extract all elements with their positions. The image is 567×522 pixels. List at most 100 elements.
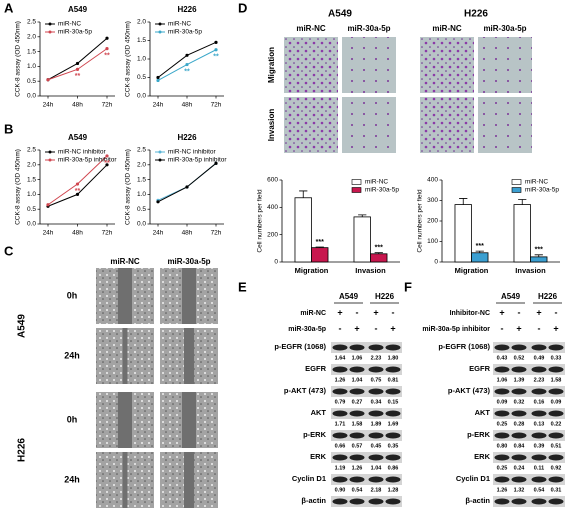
blot-band — [511, 344, 527, 351]
y-tick-label: 0 — [434, 259, 438, 266]
blot-band — [368, 388, 384, 395]
x-tick-label: Invasion — [355, 266, 386, 275]
significance: *** — [476, 243, 484, 250]
blot-label: p-AKT (473) — [448, 386, 491, 395]
blot-band — [385, 432, 401, 439]
significance: ** — [213, 54, 219, 61]
x-tick-label: Invasion — [515, 266, 546, 275]
x-tick-label: 48h — [72, 230, 83, 237]
blot-value: 1.89 — [371, 421, 382, 427]
legend-label: miR-30a-5p — [168, 29, 202, 36]
blot-value: 0.09 — [551, 399, 562, 405]
significance: *** — [535, 247, 543, 254]
y-tick-label: 0.5 — [27, 206, 36, 213]
significance: ** — [75, 73, 81, 80]
y-tick-label: 300 — [427, 197, 438, 204]
point — [214, 48, 218, 52]
micrograph — [478, 97, 532, 153]
blot-value: 2.18 — [371, 487, 382, 493]
panel-label: B — [4, 121, 13, 136]
blot-band — [548, 476, 564, 483]
y-tick-label: 0.0 — [137, 221, 146, 228]
blot-band — [511, 366, 527, 373]
blot-band — [548, 388, 564, 395]
blot-value: 0.28 — [514, 421, 525, 427]
chart-title: H226 — [177, 133, 197, 142]
blot-strip — [331, 408, 402, 419]
treatment-sign: - — [555, 307, 558, 317]
legend-label: miR-NC inhibitor — [168, 149, 217, 156]
error-bar — [358, 214, 367, 217]
blot-band — [368, 432, 384, 439]
point — [156, 75, 160, 80]
y-tick-label: 0.5 — [27, 78, 36, 85]
treatment-sign: - — [375, 323, 378, 333]
point — [185, 185, 189, 189]
blot-value: 0.33 — [551, 355, 562, 361]
panel-label: C — [4, 243, 14, 258]
bar — [530, 256, 548, 263]
blot-strip — [331, 430, 402, 441]
treatment-sign: + — [354, 323, 359, 333]
treatment-sign: + — [373, 307, 378, 317]
error-bar — [475, 250, 484, 253]
blot-band — [494, 388, 510, 395]
error-bar — [534, 254, 543, 257]
wound-gap — [184, 328, 194, 384]
blot-value: 0.22 — [551, 421, 562, 427]
blot-value: 0.81 — [388, 377, 399, 383]
blot-value: 1.19 — [335, 465, 346, 471]
legend-label: miR-NC — [365, 179, 388, 186]
treatment-label: miR-NC — [300, 310, 326, 317]
blot-value: 0.15 — [388, 399, 399, 405]
blot-band — [349, 476, 365, 483]
blot-band — [349, 432, 365, 439]
bar — [370, 253, 388, 263]
blot-value: 0.09 — [497, 399, 508, 405]
legend-marker — [48, 30, 52, 34]
blot-band — [511, 498, 527, 505]
blot-label: p-EGFR (1068) — [274, 342, 326, 351]
legend-label: miR-30a-5p — [525, 187, 559, 194]
legend-marker — [48, 22, 52, 26]
blot-strip — [331, 474, 402, 485]
blot-value: 0.84 — [514, 443, 526, 449]
point — [214, 40, 218, 44]
blot-value: 0.25 — [497, 465, 508, 471]
legend-marker — [158, 158, 162, 162]
significance: ** — [184, 68, 190, 75]
legend-swatch — [351, 179, 362, 185]
blot-band — [385, 410, 401, 417]
y-tick-label: 1.5 — [27, 48, 36, 55]
blot-value: 1.58 — [352, 421, 363, 427]
point — [156, 78, 160, 83]
point — [185, 62, 189, 67]
blot-band — [332, 366, 348, 373]
error-bar — [374, 252, 383, 254]
treatment-sign: + — [337, 307, 342, 317]
blot-value: 0.32 — [514, 399, 525, 405]
blot-strip — [493, 364, 565, 375]
treatment-sign: - — [501, 323, 504, 333]
blot-value: 1.28 — [388, 487, 399, 493]
blot-band — [332, 410, 348, 417]
blot-value: 0.39 — [534, 443, 545, 449]
x-tick-label: 72h — [102, 102, 113, 109]
blot-band — [368, 366, 384, 373]
blot-value: 1.32 — [514, 487, 525, 493]
blot-label: Cyclin D1 — [456, 474, 490, 483]
point — [75, 67, 80, 71]
blot-band — [531, 410, 547, 417]
y-tick-label: 1.5 — [27, 176, 36, 183]
blot-band — [548, 410, 564, 417]
panel-label: D — [238, 0, 247, 15]
blot-label: β-actin — [301, 496, 326, 505]
blot-value: 0.54 — [352, 487, 364, 493]
blot-label: ERK — [474, 452, 490, 461]
blot-strip — [493, 408, 565, 419]
treatment-label: miR-30a-5p — [288, 326, 326, 333]
row-label: 0h — [67, 414, 78, 424]
wound-gap — [182, 392, 196, 448]
y-tick-label: 1.5 — [137, 37, 146, 44]
wound-gap — [118, 268, 132, 324]
